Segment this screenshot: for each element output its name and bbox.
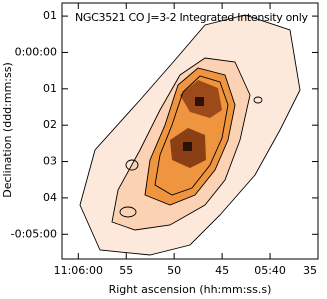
- y-tick-label: 04: [43, 191, 57, 204]
- y-axis-title: Declination (ddd:mm:ss): [1, 62, 14, 198]
- y-tick-label: 01: [43, 9, 57, 22]
- x-tick-label: 11:06:00: [54, 264, 103, 277]
- contour: [111, 57, 251, 231]
- peak-pixel: [183, 142, 192, 151]
- x-tick-label: 50: [167, 264, 181, 277]
- x-tick-label: 35: [303, 264, 317, 277]
- x-tick-label: 55: [119, 264, 133, 277]
- y-tick-label: -0:05:00: [11, 227, 57, 240]
- x-tick-label: 45: [215, 264, 229, 277]
- peak-pixel: [195, 97, 204, 106]
- x-axis-title: Right ascension (hh:mm:ss.s): [109, 283, 272, 296]
- y-tick-label: 03: [43, 155, 57, 168]
- y-tick-label: 0:00:00: [15, 45, 57, 58]
- contour: [154, 75, 229, 196]
- contour: [144, 67, 236, 206]
- contour: [119, 206, 137, 218]
- image-map: [79, 14, 301, 256]
- plot-frame: [61, 2, 319, 260]
- y-tick-label: 01: [43, 82, 57, 95]
- contour: [79, 14, 301, 256]
- contour: [125, 159, 139, 171]
- x-tick-label: 05:40: [254, 264, 286, 277]
- y-tick-label: 02: [43, 118, 57, 131]
- contour: [253, 96, 263, 104]
- chart-title: NGC3521 CO J=3-2 Integrated Intensity on…: [75, 11, 308, 24]
